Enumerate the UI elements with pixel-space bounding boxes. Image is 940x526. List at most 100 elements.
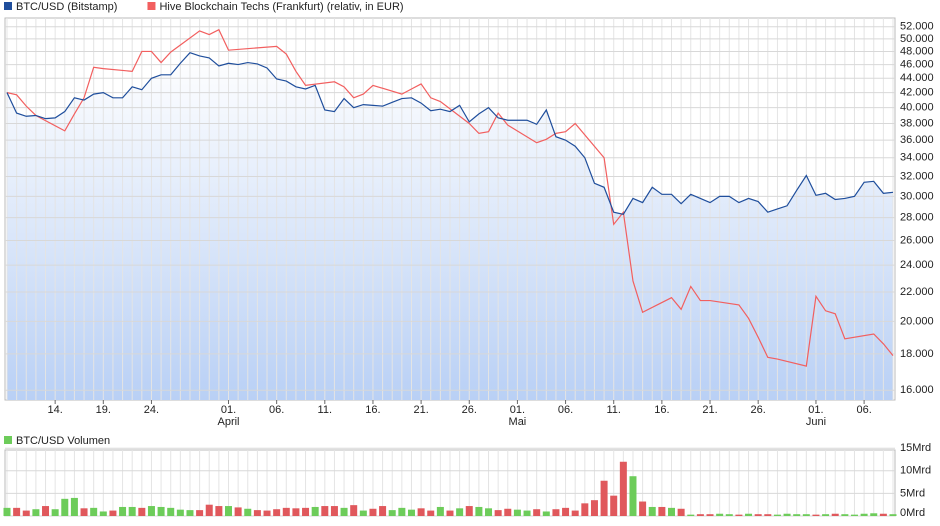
volume-bar (215, 506, 223, 516)
volume-bar (456, 508, 464, 516)
volume-bar (128, 506, 136, 516)
legend-label: BTC/USD Volumen (16, 435, 110, 447)
volume-bar (196, 510, 204, 516)
volume-bar (504, 508, 512, 516)
volume-bar (773, 514, 781, 516)
x-tick-label: 01. (510, 404, 525, 416)
y-tick-label: 32.000 (900, 170, 934, 182)
volume-bar (388, 510, 396, 516)
x-tick-label: 21. (413, 404, 428, 416)
volume-bar (677, 508, 685, 516)
volume-bar (687, 514, 695, 516)
volume-bar (446, 510, 454, 516)
volume-bar (157, 506, 165, 516)
line (6, 52, 894, 216)
volume-bar (350, 505, 358, 516)
volume-bar (745, 513, 753, 516)
volume-bar (282, 507, 290, 516)
y-tick-label: 42.000 (900, 87, 934, 99)
volume-bar (147, 506, 155, 516)
y-tick-label: 28.000 (900, 212, 934, 224)
x-tick-label: 26. (751, 404, 766, 416)
volume-bar (513, 509, 521, 516)
volume-bar (648, 506, 656, 516)
legend-label: BTC/USD (Bitstamp) (16, 1, 117, 13)
line (6, 28, 894, 367)
volume-bar (812, 514, 820, 516)
x-tick-label: 06. (856, 404, 871, 416)
volume-bar (244, 508, 252, 516)
y-tick-label: 46.000 (900, 58, 934, 70)
volume-bar (571, 510, 579, 516)
volume-bar (725, 514, 733, 516)
volume-bar (696, 514, 704, 516)
x-tick-label: 16. (365, 404, 380, 416)
volume-bar (234, 507, 242, 516)
legend-swatch (4, 2, 12, 10)
volume-bar (61, 498, 69, 516)
y-tick-label: 15Mrd (900, 442, 931, 454)
y-tick-label: 38.000 (900, 117, 934, 129)
volume-bar (90, 507, 98, 516)
x-tick-label: 26. (462, 404, 477, 416)
y-tick-label: 34.000 (900, 152, 934, 164)
volume-bar (822, 514, 830, 516)
volume-bar (359, 510, 367, 516)
volume-bar (379, 506, 387, 516)
volume-bar (253, 510, 261, 516)
volume-bar (735, 514, 743, 516)
volume-bar (13, 507, 21, 516)
x-tick-label: 21. (702, 404, 717, 416)
volume-bar (639, 501, 647, 516)
volume-bar (841, 514, 849, 516)
volume-bar (658, 506, 666, 516)
y-tick-label: 16.000 (900, 384, 934, 396)
volume-bar (754, 514, 762, 516)
volume-bar (427, 510, 435, 516)
volume-bar (793, 514, 801, 516)
volume-bar (619, 461, 627, 516)
y-tick-label: 50.000 (900, 33, 934, 45)
volume-bar (523, 510, 531, 516)
volume-bar (417, 508, 425, 516)
volume-bar (302, 507, 310, 516)
volume-bar (263, 510, 271, 516)
y-tick-label: 48.000 (900, 45, 934, 57)
volume-bar (436, 506, 444, 516)
volume-bar (552, 509, 560, 516)
legend-swatch (147, 2, 156, 10)
volume-bar (340, 507, 348, 516)
y-tick-label: 24.000 (900, 259, 934, 271)
volume-bar (610, 495, 618, 516)
volume-bar (533, 509, 541, 516)
y-tick-label: 5Mrd (900, 487, 925, 499)
volume-bar (186, 510, 194, 516)
volume-bar (321, 506, 329, 516)
y-tick-label: 26.000 (900, 234, 934, 246)
volume-bar (42, 506, 50, 516)
volume-bar (889, 514, 897, 516)
y-tick-label: 20.000 (900, 315, 934, 327)
legend-swatch (4, 436, 12, 444)
volume-bar (99, 511, 107, 516)
y-tick-label: 40.000 (900, 102, 934, 114)
x-tick-label: 16. (654, 404, 669, 416)
x-tick-label: 11. (318, 404, 332, 416)
volume-bar (176, 509, 184, 516)
volume-bar (167, 507, 175, 516)
y-tick-label: 0Mrd (900, 507, 925, 519)
volume-bar (716, 513, 724, 516)
volume-bar (581, 503, 589, 516)
volume-bar (542, 511, 550, 516)
volume-bar (590, 500, 598, 516)
month-label: Juni (806, 416, 826, 428)
volume-bar (225, 506, 232, 516)
volume-bar (783, 513, 791, 516)
volume-bar (475, 506, 483, 516)
volume-bar (629, 476, 637, 516)
volume-bar (3, 507, 11, 516)
x-tick-label: 11. (606, 404, 620, 416)
volume-bar (802, 514, 810, 516)
x-tick-label: 01. (808, 404, 823, 416)
y-tick-label: 52.000 (900, 21, 934, 33)
